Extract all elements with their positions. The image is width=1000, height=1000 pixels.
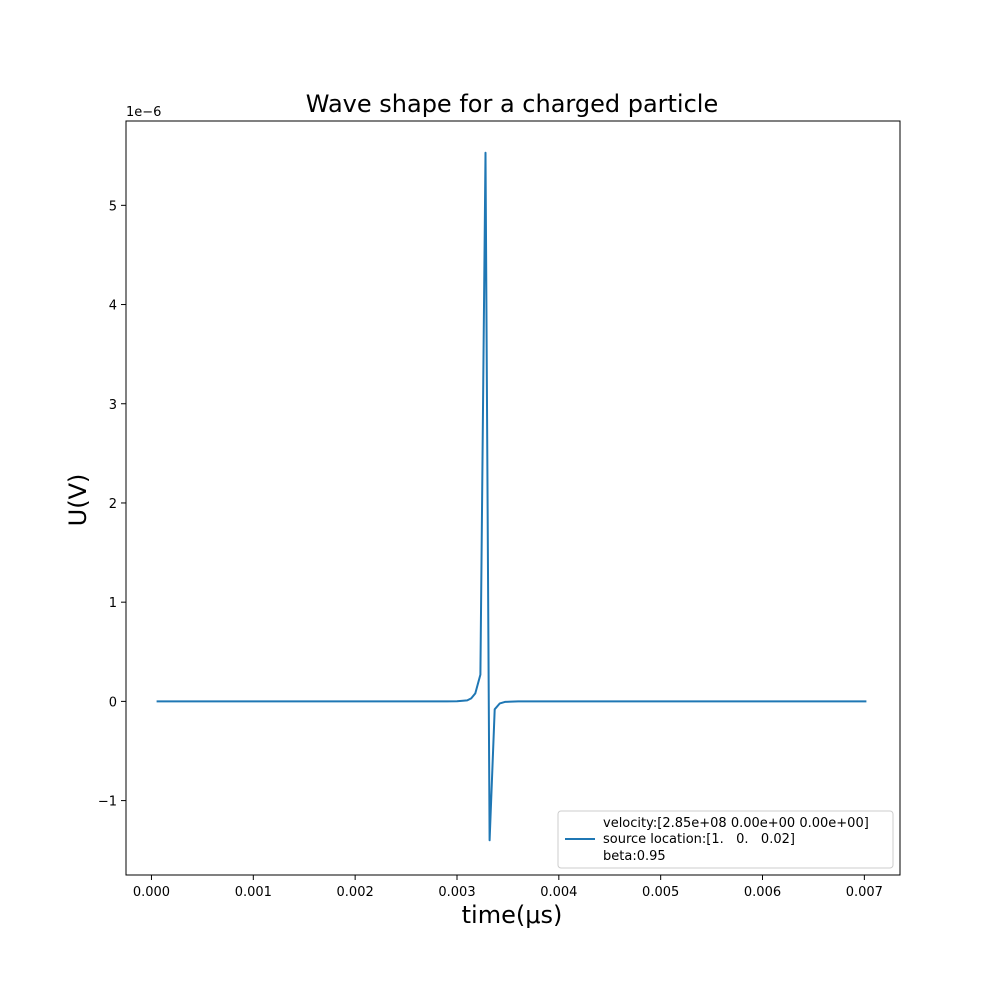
y-tick-label: 2 — [109, 497, 117, 512]
y-tick-label: 5 — [109, 199, 117, 214]
series-line — [156, 151, 867, 842]
y-offset-text: 1e−6 — [126, 105, 161, 120]
y-tick-label: 1 — [109, 596, 117, 611]
y-axis-ticks: −1 0 1 2 3 4 5 — [98, 199, 126, 810]
x-tick-label: 0.003 — [438, 885, 475, 900]
x-axis-label: time(μs) — [462, 901, 563, 929]
legend-box — [557, 810, 894, 869]
x-tick-label: 0.004 — [540, 885, 577, 900]
legend-entry-beta: beta:0.95 — [603, 849, 666, 864]
x-tick-label: 0.001 — [235, 885, 272, 900]
x-axis-ticks: 0.000 0.001 0.002 0.003 0.004 0.005 0.006 0.007 — [133, 875, 883, 900]
x-tick-label: 0.007 — [846, 885, 883, 900]
y-tick-label: −1 — [98, 795, 117, 810]
legend-entry-velocity: velocity:[2.85e+08 0.00e+00 0.00e+00] — [603, 816, 869, 831]
x-tick-label: 0.006 — [744, 885, 781, 900]
y-tick-label: 3 — [109, 398, 117, 413]
y-tick-label: 0 — [109, 695, 117, 710]
x-tick-label: 0.002 — [337, 885, 374, 900]
legend-entry-source-location: source location:[1. 0. 0.02] — [603, 832, 795, 847]
x-tick-label: 0.000 — [133, 885, 170, 900]
legend: velocity:[2.85e+08 0.00e+00 0.00e+00] so… — [557, 810, 894, 869]
x-tick-label: 0.005 — [642, 885, 679, 900]
y-tick-label: 4 — [109, 299, 117, 314]
plot-frame — [125, 120, 901, 876]
chart-title: Wave shape for a charged particle — [306, 90, 718, 118]
y-axis-label: U(V) — [64, 474, 92, 527]
